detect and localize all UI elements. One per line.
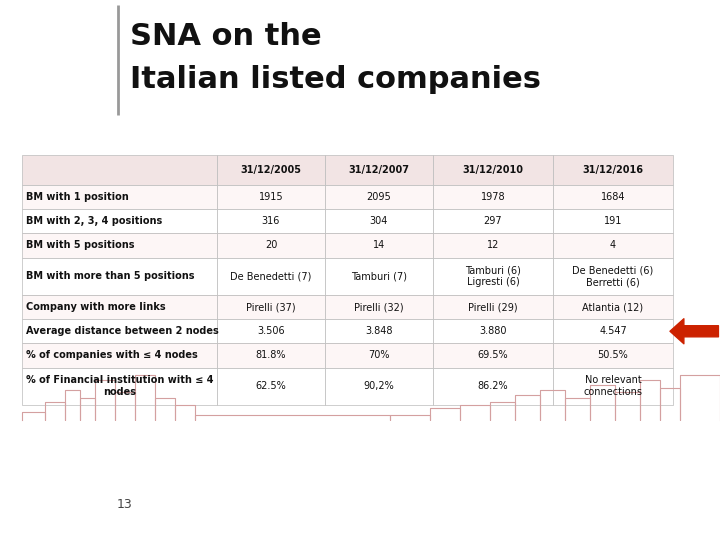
Bar <box>325 185 433 209</box>
Text: 3.848: 3.848 <box>365 326 392 336</box>
Bar <box>22 233 217 258</box>
Text: % of companies with ≤ 4 nodes: % of companies with ≤ 4 nodes <box>26 350 198 360</box>
Bar <box>433 258 553 295</box>
Text: 14: 14 <box>373 240 385 251</box>
Bar <box>217 343 325 368</box>
Text: 31/12/2007: 31/12/2007 <box>348 165 410 175</box>
Text: 12: 12 <box>487 240 499 251</box>
Text: 31/12/2016: 31/12/2016 <box>582 165 644 175</box>
Bar <box>433 233 553 258</box>
Text: 86.2%: 86.2% <box>477 381 508 391</box>
Bar <box>217 258 325 295</box>
Text: 20: 20 <box>265 240 277 251</box>
Bar <box>553 319 673 343</box>
Bar <box>22 319 217 343</box>
Bar <box>553 155 673 185</box>
Text: De Benedetti (6)
Berretti (6): De Benedetti (6) Berretti (6) <box>572 265 654 287</box>
Bar <box>433 368 553 405</box>
Bar <box>22 209 217 233</box>
Text: 31/12/2010: 31/12/2010 <box>462 165 523 175</box>
Text: 69.5%: 69.5% <box>477 350 508 360</box>
Bar <box>553 185 673 209</box>
Bar <box>433 155 553 185</box>
Bar <box>325 343 433 368</box>
Bar <box>217 368 325 405</box>
Text: 297: 297 <box>484 216 503 226</box>
Bar <box>553 343 673 368</box>
Text: No relevant
connections: No relevant connections <box>583 375 642 397</box>
Bar <box>553 368 673 405</box>
Text: BM with 2, 3, 4 positions: BM with 2, 3, 4 positions <box>26 216 162 226</box>
Text: 2095: 2095 <box>366 192 392 202</box>
Bar <box>22 185 217 209</box>
Bar <box>217 185 325 209</box>
Text: Tamburi (6)
Ligresti (6): Tamburi (6) Ligresti (6) <box>465 265 521 287</box>
Text: 316: 316 <box>262 216 280 226</box>
Text: 191: 191 <box>604 216 622 226</box>
Bar <box>553 258 673 295</box>
Text: Company with more links: Company with more links <box>26 302 166 312</box>
Bar <box>217 209 325 233</box>
Text: Tamburi (7): Tamburi (7) <box>351 271 407 281</box>
Bar <box>22 295 217 319</box>
Bar <box>22 258 217 295</box>
Text: BM with more than 5 positions: BM with more than 5 positions <box>26 271 194 281</box>
Bar <box>325 209 433 233</box>
Text: BM with 1 position: BM with 1 position <box>26 192 129 202</box>
Bar <box>433 343 553 368</box>
Bar <box>325 295 433 319</box>
Bar <box>325 319 433 343</box>
Text: De Benedetti (7): De Benedetti (7) <box>230 271 312 281</box>
Bar <box>325 233 433 258</box>
Text: 4: 4 <box>610 240 616 251</box>
Text: 1978: 1978 <box>481 192 505 202</box>
Text: Average distance between 2 nodes: Average distance between 2 nodes <box>26 326 219 336</box>
Text: 31/12/2005: 31/12/2005 <box>240 165 302 175</box>
Text: 4.547: 4.547 <box>599 326 627 336</box>
Bar <box>553 233 673 258</box>
Text: 3.880: 3.880 <box>480 326 507 336</box>
Bar <box>217 319 325 343</box>
Bar <box>433 319 553 343</box>
Text: BM with 5 positions: BM with 5 positions <box>26 240 135 251</box>
Text: Pirelli (32): Pirelli (32) <box>354 302 404 312</box>
Text: SNA on the: SNA on the <box>130 22 322 51</box>
Bar <box>217 155 325 185</box>
Bar <box>22 343 217 368</box>
Text: Pirelli (29): Pirelli (29) <box>468 302 518 312</box>
Bar <box>325 258 433 295</box>
Bar <box>433 185 553 209</box>
Bar <box>217 233 325 258</box>
Text: 3.506: 3.506 <box>257 326 285 336</box>
Text: 1915: 1915 <box>258 192 283 202</box>
Text: 70%: 70% <box>368 350 390 360</box>
Text: 90,2%: 90,2% <box>364 381 395 391</box>
Text: 50.5%: 50.5% <box>598 350 629 360</box>
FancyArrowPatch shape <box>670 319 719 344</box>
Bar <box>22 155 217 185</box>
Bar <box>433 295 553 319</box>
Text: 81.8%: 81.8% <box>256 350 287 360</box>
Bar <box>553 295 673 319</box>
Text: Pirelli (37): Pirelli (37) <box>246 302 296 312</box>
Text: Atlantia (12): Atlantia (12) <box>582 302 644 312</box>
Text: 1684: 1684 <box>600 192 625 202</box>
Bar <box>553 209 673 233</box>
Text: 13: 13 <box>117 498 133 511</box>
Bar <box>433 209 553 233</box>
Bar <box>22 368 217 405</box>
Text: % of Financial institution with ≤ 4
nodes: % of Financial institution with ≤ 4 node… <box>26 375 214 397</box>
Bar <box>217 295 325 319</box>
Text: 62.5%: 62.5% <box>256 381 287 391</box>
Text: Italian listed companies: Italian listed companies <box>130 65 541 94</box>
Bar <box>325 368 433 405</box>
Text: 304: 304 <box>370 216 388 226</box>
Bar <box>325 155 433 185</box>
